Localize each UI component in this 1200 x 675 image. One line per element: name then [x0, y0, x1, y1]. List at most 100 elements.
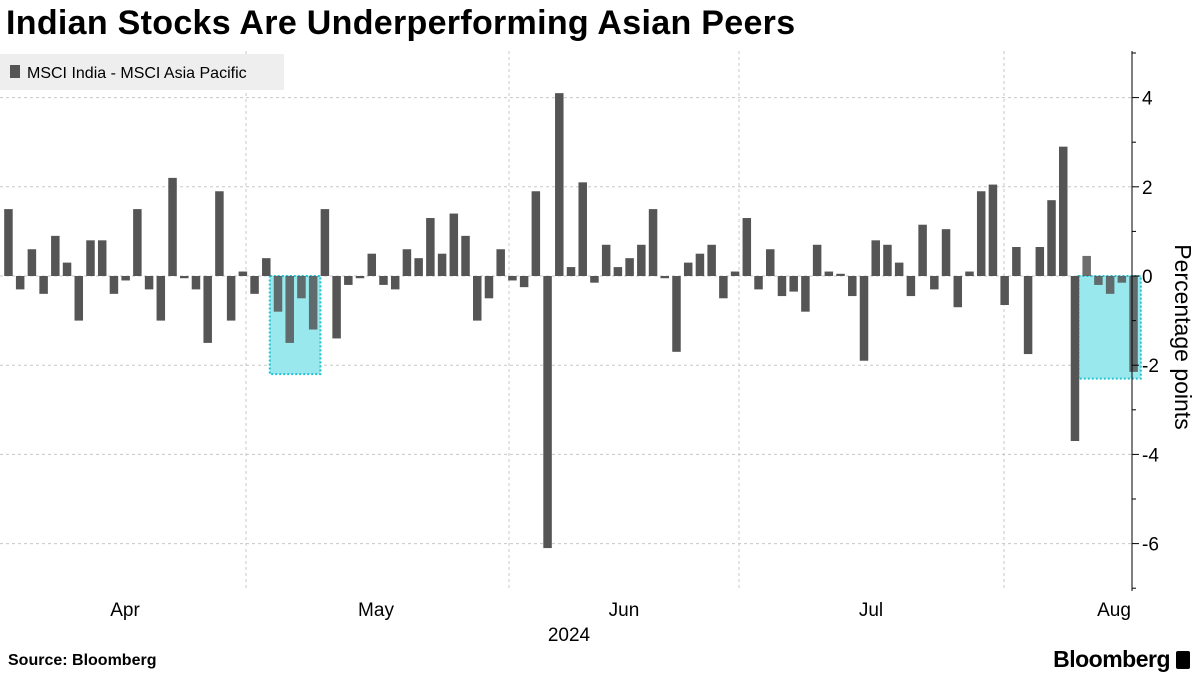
- bar: [15, 276, 25, 290]
- y-tick-label: 2: [1142, 178, 1153, 199]
- chart-title: Indian Stocks Are Underperforming Asian …: [6, 4, 796, 42]
- bar: [168, 177, 177, 276]
- bar: [789, 276, 798, 292]
- bar: [707, 244, 716, 276]
- legend-swatch: [10, 65, 20, 78]
- bar: [86, 240, 95, 276]
- bar: [262, 258, 271, 276]
- bar: [988, 184, 998, 276]
- bar: [894, 262, 904, 276]
- y-tick-label: 4: [1142, 89, 1153, 110]
- y-tick-label: -6: [1142, 535, 1159, 556]
- bar: [824, 271, 834, 276]
- bar: [332, 276, 341, 339]
- bar: [344, 276, 353, 285]
- bar: [144, 276, 154, 290]
- bar: [660, 276, 670, 279]
- bar: [203, 276, 212, 343]
- bar: [695, 253, 705, 276]
- bar-layer: [4, 93, 1138, 549]
- bar: [473, 276, 482, 321]
- bar: [74, 276, 84, 321]
- bar: [367, 253, 377, 276]
- bar: [976, 191, 986, 276]
- y-tick-label: -2: [1142, 356, 1159, 377]
- bar: [27, 249, 37, 276]
- bar: [883, 244, 892, 276]
- bar: [836, 273, 845, 276]
- bar: [613, 267, 623, 276]
- bar: [812, 244, 822, 276]
- bar: [1035, 247, 1045, 276]
- bar: [297, 276, 306, 299]
- bloomberg-terminal-icon: [1176, 650, 1190, 669]
- bar: [461, 235, 470, 276]
- bar: [648, 209, 658, 276]
- bar: [590, 276, 599, 283]
- legend: MSCI India - MSCI Asia Pacific: [0, 54, 284, 90]
- bar: [730, 271, 740, 276]
- bar: [109, 276, 119, 294]
- bar: [1059, 146, 1068, 276]
- bar: [801, 276, 810, 312]
- bar: [519, 276, 529, 288]
- bar: [320, 209, 330, 276]
- bar: [777, 276, 787, 297]
- bar: [555, 93, 564, 276]
- bar: [215, 191, 224, 276]
- bar: [742, 218, 752, 276]
- bloomberg-logo-text: Bloomberg: [1053, 646, 1170, 672]
- bar: [1129, 276, 1138, 372]
- bar: [508, 276, 517, 281]
- bar: [906, 276, 916, 297]
- bar: [1105, 276, 1115, 294]
- bar: [953, 276, 963, 308]
- bar: [273, 276, 283, 312]
- bar: [97, 240, 107, 276]
- legend-label: MSCI India - MSCI Asia Pacific: [27, 65, 247, 82]
- bar: [1094, 276, 1103, 285]
- bar: [285, 276, 294, 343]
- bar: [390, 276, 400, 290]
- bar: [930, 276, 939, 290]
- bar: [62, 262, 72, 276]
- bar: [449, 213, 459, 276]
- bar: [1047, 200, 1056, 276]
- x-tick-label: Jun: [609, 600, 640, 621]
- bar: [496, 249, 505, 276]
- bar: [250, 276, 259, 294]
- bar: [871, 240, 880, 276]
- bar: [672, 276, 681, 352]
- bar: [484, 276, 494, 299]
- bar: [859, 276, 869, 361]
- x-axis-year-label: 2024: [548, 625, 591, 646]
- bar: [1023, 276, 1033, 355]
- x-tick-label: Apr: [110, 600, 140, 621]
- x-tick-label: Jul: [859, 600, 883, 621]
- bar: [308, 276, 318, 330]
- bar: [566, 267, 576, 276]
- bar: [543, 276, 552, 549]
- bar: [637, 244, 646, 276]
- bar: [355, 276, 365, 279]
- bar: [1117, 276, 1127, 283]
- y-axis-label: Percentage points: [1170, 244, 1196, 429]
- axis-layer: -6 -4 -2 0 2 4 Apr May Jun Jul Aug: [110, 51, 1159, 621]
- bloomberg-logo: Bloomberg: [1053, 646, 1190, 673]
- bar: [683, 262, 693, 276]
- bar: [848, 276, 857, 297]
- legend-box: [0, 54, 284, 90]
- bar: [531, 191, 541, 276]
- y-tick-label: 0: [1142, 267, 1153, 288]
- bar: [414, 258, 423, 276]
- bar: [918, 224, 927, 276]
- bar: [426, 218, 435, 276]
- bar: [941, 229, 951, 276]
- x-tick-label: Aug: [1097, 600, 1131, 621]
- bar: [1070, 276, 1080, 442]
- bar: [719, 276, 728, 299]
- source-note: Source: Bloomberg: [8, 652, 157, 669]
- bar: [625, 258, 634, 276]
- highlight-layer: [268, 275, 1142, 380]
- bar: [226, 276, 236, 321]
